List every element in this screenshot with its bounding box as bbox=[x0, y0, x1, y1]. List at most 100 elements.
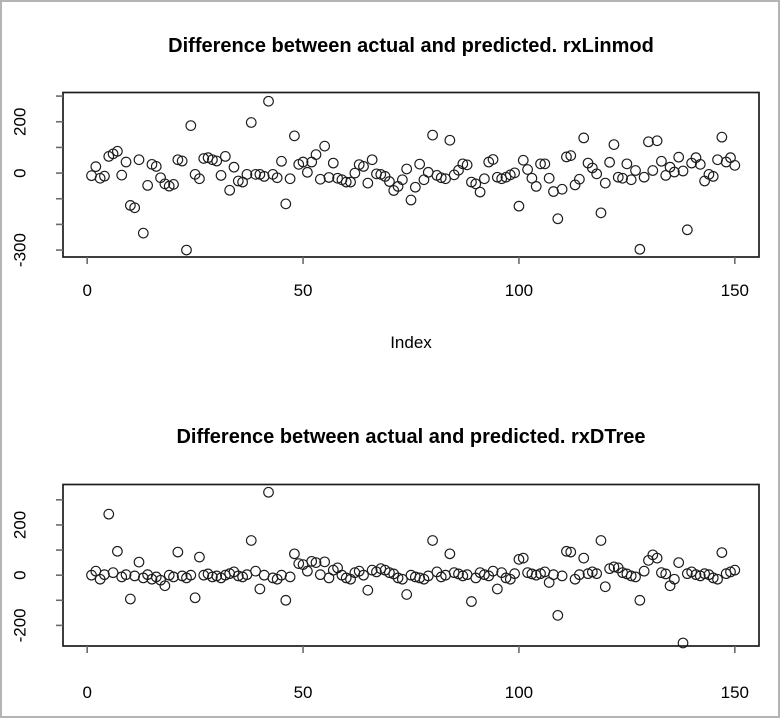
data-point bbox=[219, 151, 231, 162]
data-point bbox=[401, 163, 413, 175]
x-tick-label: 50 bbox=[294, 281, 313, 300]
data-point bbox=[310, 149, 322, 160]
x-tick-label: 100 bbox=[505, 281, 533, 300]
data-point bbox=[150, 161, 162, 172]
data-point bbox=[634, 594, 646, 606]
x-tick-label: 0 bbox=[82, 281, 91, 300]
data-point bbox=[578, 552, 590, 564]
data-point bbox=[599, 581, 611, 593]
data-point bbox=[552, 213, 564, 225]
data-point bbox=[543, 172, 555, 184]
plot-box bbox=[62, 91, 760, 258]
x-tick-label: 0 bbox=[82, 683, 91, 702]
data-point bbox=[707, 171, 719, 182]
data-point bbox=[548, 569, 559, 581]
data-point bbox=[656, 567, 667, 579]
data-point bbox=[198, 153, 210, 164]
data-point bbox=[608, 139, 620, 150]
data-point bbox=[327, 157, 339, 169]
data-point bbox=[302, 166, 313, 178]
data-point bbox=[591, 568, 603, 580]
data-point bbox=[643, 136, 654, 148]
data-point bbox=[574, 569, 585, 581]
data-point bbox=[548, 186, 559, 197]
data-point bbox=[271, 172, 283, 184]
data-point bbox=[500, 572, 512, 584]
data-point bbox=[535, 158, 546, 170]
data-point bbox=[289, 548, 300, 560]
data-point bbox=[319, 140, 331, 152]
data-point bbox=[517, 154, 529, 166]
data-point bbox=[414, 158, 426, 170]
data-point bbox=[405, 194, 417, 206]
data-point bbox=[530, 181, 542, 192]
data-point bbox=[599, 177, 611, 189]
y-tick-label: 0 bbox=[11, 570, 30, 579]
data-point bbox=[99, 170, 110, 182]
data-point bbox=[297, 156, 309, 168]
data-point bbox=[168, 571, 179, 583]
data-point bbox=[224, 184, 236, 196]
data-point bbox=[466, 596, 477, 607]
data-point bbox=[366, 154, 378, 166]
data-point bbox=[401, 589, 413, 600]
data-point bbox=[491, 583, 503, 595]
data-point bbox=[409, 181, 421, 193]
data-point bbox=[699, 568, 710, 580]
data-point bbox=[608, 561, 620, 573]
data-point bbox=[133, 154, 145, 166]
plot-box bbox=[62, 483, 760, 647]
x-tick-label: 100 bbox=[505, 683, 533, 702]
chart-title-rxdtree: Difference between actual and predicted.… bbox=[176, 426, 646, 448]
data-point bbox=[427, 535, 438, 546]
data-point bbox=[561, 151, 572, 163]
data-point bbox=[729, 564, 741, 576]
data-point bbox=[491, 171, 503, 183]
data-point bbox=[263, 95, 274, 107]
data-point bbox=[129, 570, 141, 582]
data-point bbox=[457, 570, 469, 582]
data-point bbox=[694, 158, 706, 170]
data-point bbox=[591, 168, 603, 180]
data-point bbox=[345, 176, 356, 188]
data-point bbox=[396, 573, 408, 585]
data-point bbox=[673, 151, 685, 163]
data-point bbox=[362, 177, 374, 189]
data-point bbox=[677, 637, 689, 649]
data-point bbox=[522, 164, 533, 175]
data-point bbox=[517, 552, 529, 564]
x-tick-label: 150 bbox=[721, 281, 749, 300]
data-point bbox=[232, 570, 244, 582]
data-point bbox=[207, 571, 218, 583]
data-point bbox=[638, 565, 650, 577]
data-point bbox=[185, 569, 197, 581]
data-point bbox=[263, 486, 274, 498]
data-point bbox=[444, 548, 456, 560]
data-point bbox=[487, 565, 499, 577]
data-point bbox=[116, 169, 128, 181]
data-point bbox=[310, 557, 322, 568]
data-point bbox=[716, 547, 728, 558]
data-point bbox=[181, 244, 192, 256]
data-point bbox=[513, 553, 525, 565]
data-point bbox=[120, 156, 132, 168]
data-point bbox=[349, 167, 361, 179]
data-point bbox=[513, 200, 525, 212]
data-point bbox=[470, 178, 482, 190]
y-tick-label: 200 bbox=[11, 108, 30, 136]
data-point bbox=[358, 161, 369, 172]
data-point bbox=[90, 161, 102, 173]
data-point bbox=[556, 570, 568, 582]
data-point bbox=[250, 565, 261, 577]
data-point bbox=[276, 155, 287, 167]
data-point bbox=[241, 168, 253, 180]
data-point bbox=[340, 176, 352, 188]
data-point bbox=[526, 568, 538, 580]
data-point bbox=[189, 592, 201, 604]
data-point bbox=[660, 568, 672, 580]
data-point bbox=[323, 172, 335, 183]
y-tick-label: 0 bbox=[11, 168, 30, 177]
data-point bbox=[625, 174, 637, 186]
x-tick-label: 150 bbox=[721, 683, 749, 702]
data-point bbox=[375, 563, 387, 575]
